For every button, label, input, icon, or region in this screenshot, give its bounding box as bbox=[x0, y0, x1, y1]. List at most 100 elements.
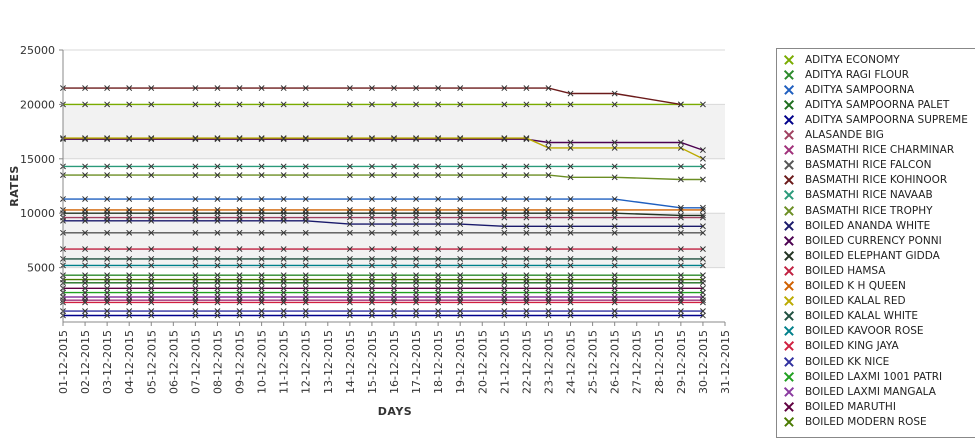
legend-item: BASMATHI RICE KOHINOOR bbox=[781, 173, 947, 188]
x-tick-label: 11-12-2015 bbox=[278, 330, 291, 394]
data-point bbox=[346, 101, 353, 108]
data-point bbox=[677, 262, 684, 269]
x-tick-label: 30-12-2015 bbox=[697, 330, 710, 394]
data-point bbox=[302, 294, 309, 300]
data-point bbox=[368, 163, 375, 170]
legend-marker-icon bbox=[781, 159, 797, 171]
data-point bbox=[435, 221, 442, 228]
legend-label: BOILED KAVOOR ROSE bbox=[805, 325, 924, 338]
data-point bbox=[280, 163, 287, 170]
data-point bbox=[346, 308, 353, 315]
data-point bbox=[501, 255, 508, 262]
data-point bbox=[148, 312, 155, 319]
data-point bbox=[677, 294, 684, 300]
data-point bbox=[148, 276, 155, 283]
data-point bbox=[126, 299, 133, 306]
data-point bbox=[457, 196, 464, 203]
data-point bbox=[677, 206, 684, 213]
data-point bbox=[280, 85, 287, 92]
data-point bbox=[236, 312, 243, 319]
data-point bbox=[302, 285, 309, 292]
data-point bbox=[567, 144, 574, 151]
data-point bbox=[236, 206, 243, 213]
data-point bbox=[523, 172, 530, 179]
data-point bbox=[280, 308, 287, 315]
data-point bbox=[192, 246, 199, 253]
legend-label: BASMATHI RICE KOHINOOR bbox=[805, 174, 948, 187]
data-point bbox=[391, 294, 397, 300]
data-point bbox=[413, 308, 420, 315]
data-point bbox=[391, 299, 397, 306]
data-point bbox=[104, 246, 111, 253]
data-point bbox=[236, 285, 243, 292]
data-point bbox=[280, 101, 287, 108]
data-point bbox=[523, 308, 530, 315]
data-point bbox=[501, 272, 508, 279]
data-point bbox=[677, 276, 684, 283]
data-point bbox=[280, 289, 287, 296]
legend-marker-icon bbox=[781, 144, 797, 156]
series-aditya-ragi-flour bbox=[60, 272, 706, 279]
data-point bbox=[148, 206, 155, 213]
legend-label: ADITYA SAMPOORNA SUPREME bbox=[805, 113, 968, 126]
data-point bbox=[413, 246, 420, 253]
legend-label: ADITYA ECONOMY bbox=[805, 53, 900, 66]
data-point bbox=[192, 217, 199, 224]
x-tick-labels: 01-12-2015 02-12-2015 03-12-2015 04-12-2015… bbox=[57, 322, 732, 394]
data-point bbox=[302, 312, 309, 319]
data-point bbox=[236, 308, 243, 315]
data-point bbox=[302, 308, 309, 315]
data-point bbox=[214, 294, 221, 300]
data-point bbox=[457, 246, 464, 253]
data-point bbox=[82, 246, 89, 253]
data-point bbox=[236, 135, 243, 142]
data-point bbox=[435, 289, 442, 296]
data-point bbox=[567, 294, 574, 300]
data-point bbox=[280, 294, 287, 300]
data-point bbox=[545, 299, 552, 306]
data-point bbox=[126, 172, 133, 179]
data-point bbox=[501, 285, 508, 292]
data-point bbox=[391, 206, 397, 213]
data-point bbox=[457, 262, 464, 269]
x-tick-label: 22-12-2015 bbox=[520, 330, 533, 394]
data-point bbox=[346, 276, 353, 283]
data-point bbox=[82, 294, 89, 300]
data-point bbox=[148, 246, 155, 253]
x-tick-label: 26-12-2015 bbox=[609, 330, 622, 394]
series-aditya-sampoorna-supreme bbox=[60, 312, 706, 319]
data-point bbox=[699, 308, 706, 315]
data-point bbox=[148, 285, 155, 292]
data-point bbox=[302, 272, 309, 279]
data-point bbox=[677, 223, 684, 230]
data-point bbox=[413, 272, 420, 279]
data-point bbox=[413, 85, 420, 92]
data-point bbox=[435, 312, 442, 319]
data-point bbox=[457, 272, 464, 279]
data-point bbox=[545, 246, 552, 253]
data-point bbox=[258, 85, 265, 92]
data-point bbox=[523, 285, 530, 292]
data-point bbox=[236, 272, 243, 279]
data-point bbox=[567, 299, 574, 306]
data-point bbox=[611, 272, 618, 279]
data-point bbox=[192, 289, 199, 296]
legend-label: BOILED ANANDA WHITE bbox=[805, 219, 931, 232]
series-line bbox=[63, 220, 703, 227]
series-layer bbox=[60, 85, 706, 319]
data-point bbox=[677, 144, 684, 151]
data-point bbox=[611, 196, 618, 203]
data-point bbox=[391, 262, 397, 269]
series-boiled-laxmi-mangala bbox=[60, 294, 706, 300]
data-point bbox=[126, 217, 133, 224]
data-point bbox=[391, 101, 397, 108]
data-point bbox=[699, 276, 706, 283]
series-basmathi-rice-navaab bbox=[60, 163, 706, 170]
legend-item: BOILED LAXMI 1001 PATRI bbox=[781, 369, 942, 384]
data-point bbox=[214, 312, 221, 319]
data-point bbox=[346, 135, 353, 142]
data-point bbox=[413, 214, 420, 221]
legend-label: BOILED K H QUEEN bbox=[805, 280, 906, 292]
data-point bbox=[567, 272, 574, 279]
data-point bbox=[302, 85, 309, 92]
